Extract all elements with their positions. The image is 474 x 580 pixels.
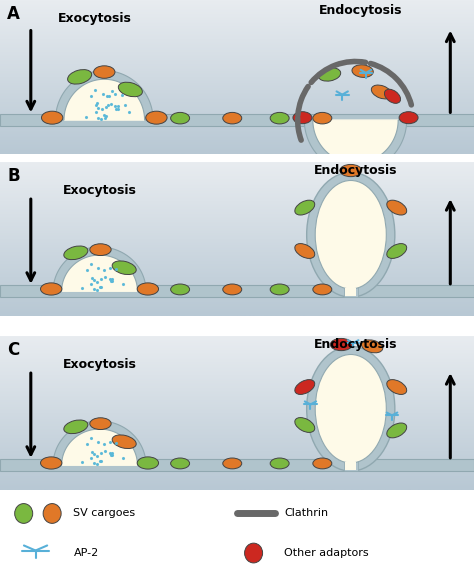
Ellipse shape	[307, 172, 395, 297]
Ellipse shape	[43, 503, 61, 523]
Text: Exocytosis: Exocytosis	[63, 357, 137, 371]
Ellipse shape	[315, 180, 386, 289]
Ellipse shape	[313, 458, 332, 469]
Ellipse shape	[223, 284, 242, 295]
Ellipse shape	[223, 458, 242, 469]
Ellipse shape	[64, 420, 88, 434]
Ellipse shape	[315, 354, 386, 463]
Bar	[345, 462, 356, 470]
Ellipse shape	[295, 244, 315, 259]
Ellipse shape	[245, 543, 263, 563]
Ellipse shape	[90, 418, 111, 430]
Polygon shape	[55, 71, 153, 120]
Ellipse shape	[362, 340, 383, 353]
Ellipse shape	[270, 458, 289, 469]
Ellipse shape	[293, 112, 312, 124]
Polygon shape	[53, 421, 146, 465]
Ellipse shape	[270, 284, 289, 295]
Bar	[345, 288, 356, 296]
Ellipse shape	[330, 339, 352, 351]
Bar	[344, 285, 358, 296]
Ellipse shape	[112, 435, 136, 448]
Ellipse shape	[387, 200, 407, 215]
Ellipse shape	[171, 458, 190, 469]
Ellipse shape	[68, 70, 91, 84]
Ellipse shape	[313, 284, 332, 295]
Text: B: B	[7, 167, 20, 185]
Ellipse shape	[313, 113, 332, 124]
Ellipse shape	[318, 68, 341, 81]
Text: C: C	[7, 341, 19, 359]
Polygon shape	[53, 247, 146, 291]
Text: SV cargoes: SV cargoes	[73, 509, 136, 519]
Text: AP-2: AP-2	[73, 548, 99, 558]
Polygon shape	[64, 79, 145, 120]
Polygon shape	[313, 120, 398, 164]
Ellipse shape	[352, 65, 373, 77]
Bar	[0, 459, 474, 471]
Ellipse shape	[295, 200, 315, 215]
Ellipse shape	[223, 113, 242, 124]
Polygon shape	[62, 255, 137, 291]
Bar	[0, 285, 474, 297]
Ellipse shape	[387, 244, 407, 259]
Polygon shape	[304, 120, 407, 172]
Ellipse shape	[15, 503, 33, 523]
Ellipse shape	[315, 180, 386, 289]
Ellipse shape	[387, 380, 407, 394]
Text: A: A	[7, 5, 20, 23]
Text: Endocytosis: Endocytosis	[314, 338, 397, 350]
Polygon shape	[62, 429, 137, 465]
Ellipse shape	[112, 261, 136, 274]
Text: Endocytosis: Endocytosis	[319, 4, 402, 17]
Ellipse shape	[41, 283, 62, 295]
Ellipse shape	[340, 165, 362, 177]
Ellipse shape	[371, 85, 392, 99]
Ellipse shape	[137, 457, 158, 469]
Ellipse shape	[42, 111, 63, 124]
Text: Exocytosis: Exocytosis	[63, 183, 137, 197]
Ellipse shape	[270, 113, 289, 124]
Bar	[344, 459, 358, 470]
Ellipse shape	[146, 111, 167, 124]
Text: Exocytosis: Exocytosis	[58, 12, 132, 25]
Ellipse shape	[90, 244, 111, 256]
Text: Other adaptors: Other adaptors	[284, 548, 369, 558]
Text: Clathrin: Clathrin	[284, 509, 328, 519]
Ellipse shape	[137, 283, 158, 295]
Ellipse shape	[307, 346, 395, 471]
Ellipse shape	[387, 423, 407, 438]
Ellipse shape	[41, 457, 62, 469]
Ellipse shape	[64, 246, 88, 260]
Ellipse shape	[171, 284, 190, 295]
Ellipse shape	[295, 418, 315, 433]
Ellipse shape	[171, 113, 190, 124]
Ellipse shape	[118, 82, 142, 97]
Bar	[0, 114, 474, 126]
Ellipse shape	[384, 89, 401, 103]
Ellipse shape	[315, 354, 386, 463]
Text: Endocytosis: Endocytosis	[314, 164, 397, 176]
Ellipse shape	[295, 380, 315, 394]
Ellipse shape	[399, 112, 418, 124]
Ellipse shape	[94, 66, 115, 78]
